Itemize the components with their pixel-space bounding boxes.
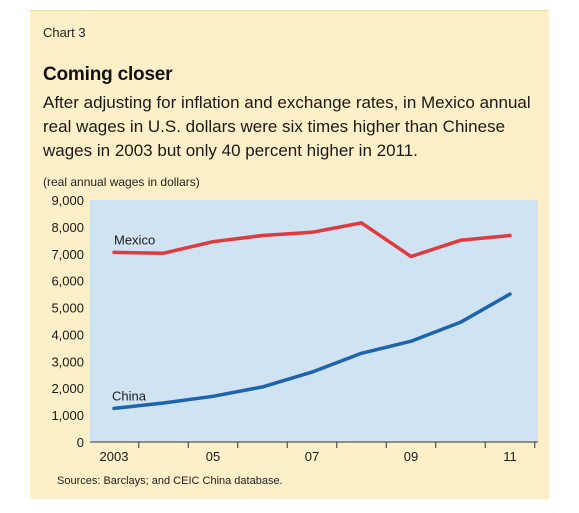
chart-subtitle: After adjusting for inflation and exchan…	[43, 93, 531, 160]
y-tick-label: 8,000	[51, 220, 84, 235]
x-tick-label: 2003	[100, 449, 129, 464]
plot-area	[90, 200, 538, 442]
chart-number: Chart 3	[43, 25, 86, 40]
x-tick-label: 09	[404, 449, 418, 464]
series-label-china: China	[112, 388, 147, 403]
y-tick-label: 2,000	[51, 381, 84, 396]
y-tick-label: 5,000	[51, 301, 84, 316]
x-tick-label: 07	[305, 449, 319, 464]
series-layer: Mexico China	[112, 221, 512, 411]
y-tick-label: 3,000	[51, 354, 84, 369]
y-tick-label: 6,000	[51, 274, 84, 289]
y-tick-label: 1,000	[51, 408, 84, 423]
x-axis: 2003 05 07 09 11	[90, 441, 538, 464]
x-tick-label: 05	[206, 449, 220, 464]
y-tick-label: 4,000	[51, 327, 84, 342]
y-tick-label: 0	[77, 435, 84, 450]
series-label-mexico: Mexico	[114, 232, 155, 247]
source-note: Sources: Barclays; and CEIC China databa…	[57, 475, 283, 487]
x-tick-label: 11	[503, 449, 517, 464]
unit-note: (real annual wages in dollars)	[43, 175, 200, 189]
y-axis: 0 1,000 2,000 3,000 4,000 5,000 6,000 7,000 8,00…	[51, 193, 84, 450]
y-tick-label: 7,000	[51, 247, 84, 262]
chart-panel: Chart 3 Coming closer After adjusting fo…	[30, 10, 549, 499]
line-chart: 0 1,000 2,000 3,000 4,000 5,000 6,000 7,000 8,00…	[51, 193, 538, 464]
y-tick-label: 9,000	[51, 193, 84, 208]
chart-title: Coming closer	[43, 64, 173, 85]
